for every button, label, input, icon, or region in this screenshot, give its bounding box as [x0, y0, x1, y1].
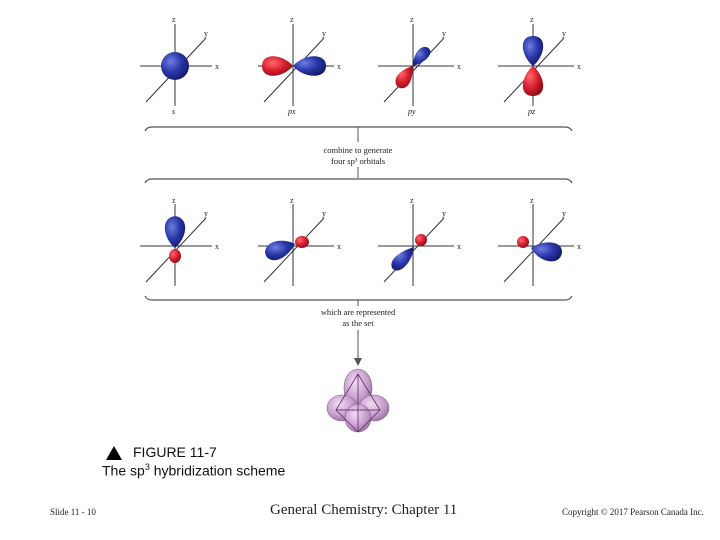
orbital-label-px: px [287, 107, 296, 116]
z-axis-label: z [172, 196, 176, 205]
z-axis-label: z [172, 15, 176, 24]
copyright: Copyright © 2017 Pearson Canada Inc. [562, 507, 704, 517]
py-lobe-positive [413, 46, 431, 66]
combine-text-line1: combine to generate [324, 145, 393, 155]
z-axis-label: z [530, 196, 534, 205]
pz-lobe-negative [522, 66, 544, 96]
bracket-middle [144, 178, 573, 184]
y-axis-label: y [562, 29, 566, 38]
caption-superscript: 3 [144, 462, 150, 472]
slide-number: Slide 11 - 10 [50, 507, 96, 517]
hybrid-large-lobe [531, 242, 562, 262]
x-axis-label: x [577, 62, 581, 71]
tetrahedral-set [326, 368, 390, 433]
x-axis-label: x [457, 62, 461, 71]
hybrid-small-lobe [415, 234, 427, 246]
represented-text-line1: which are represented [321, 307, 396, 317]
hybrid-orbital-panel-3: z y x [378, 196, 461, 286]
pz-lobe-positive [522, 36, 544, 66]
combine-text-line2: four sp³ orbitals [331, 156, 385, 166]
x-axis-label: x [457, 242, 461, 251]
chapter-title: General Chemistry: Chapter 11 [270, 502, 458, 518]
arrow-head [354, 358, 362, 366]
hybrid-large-lobe [164, 216, 186, 248]
z-axis-label: z [410, 15, 414, 24]
pz-orbital-panel: z y x pz [498, 15, 581, 116]
y-axis-label: y [322, 209, 326, 218]
x-axis-label: x [215, 242, 219, 251]
caption-triangle-icon [106, 446, 122, 460]
caption-suffix: hybridization scheme [149, 462, 286, 479]
hybrid-orbital-panel-2: z y x [258, 196, 341, 286]
hybrid-orbital-panel-1: z y x [140, 196, 219, 286]
px-orbital-panel: z y x px [258, 15, 341, 116]
y-axis-label: y [204, 209, 208, 218]
orbital-label-s: s [172, 107, 175, 116]
caption-prefix: The sp [102, 462, 145, 479]
figure-number: FIGURE 11-7 [133, 444, 217, 460]
hybrid-small-lobe [295, 236, 309, 248]
py-orbital-panel: z y x py [378, 15, 461, 116]
hybrid-small-lobe [169, 249, 181, 263]
hybrid-small-lobe [517, 236, 529, 248]
z-axis-label: z [290, 15, 294, 24]
y-axis-label: y [204, 29, 208, 38]
hybrid-orbital-panel-4: z y x [498, 196, 581, 286]
py-lobe-negative [395, 66, 413, 89]
z-axis-label: z [410, 196, 414, 205]
px-lobe-positive [293, 56, 326, 76]
x-axis-label: x [215, 62, 219, 71]
y-axis-label: y [442, 209, 446, 218]
z-axis-label: z [530, 15, 534, 24]
z-axis-label: z [290, 196, 294, 205]
s-orbital-panel: z y x s [140, 15, 219, 116]
s-lobe [161, 52, 189, 80]
orbital-label-pz: pz [527, 107, 536, 116]
y-axis-label: y [562, 209, 566, 218]
hybrid-large-lobe [391, 247, 414, 271]
y-axis-label: y [322, 29, 326, 38]
y-axis-label: y [442, 29, 446, 38]
px-lobe-negative [262, 56, 293, 76]
orbital-label-py: py [407, 107, 416, 116]
hybrid-large-lobe [265, 240, 295, 261]
represented-text-line2: as the set [342, 318, 374, 328]
figure-caption: The sp3 hybridization scheme [102, 462, 285, 479]
bracket-bottom [144, 295, 573, 301]
x-axis-label: x [577, 242, 581, 251]
x-axis-label: x [337, 62, 341, 71]
x-axis-label: x [337, 242, 341, 251]
